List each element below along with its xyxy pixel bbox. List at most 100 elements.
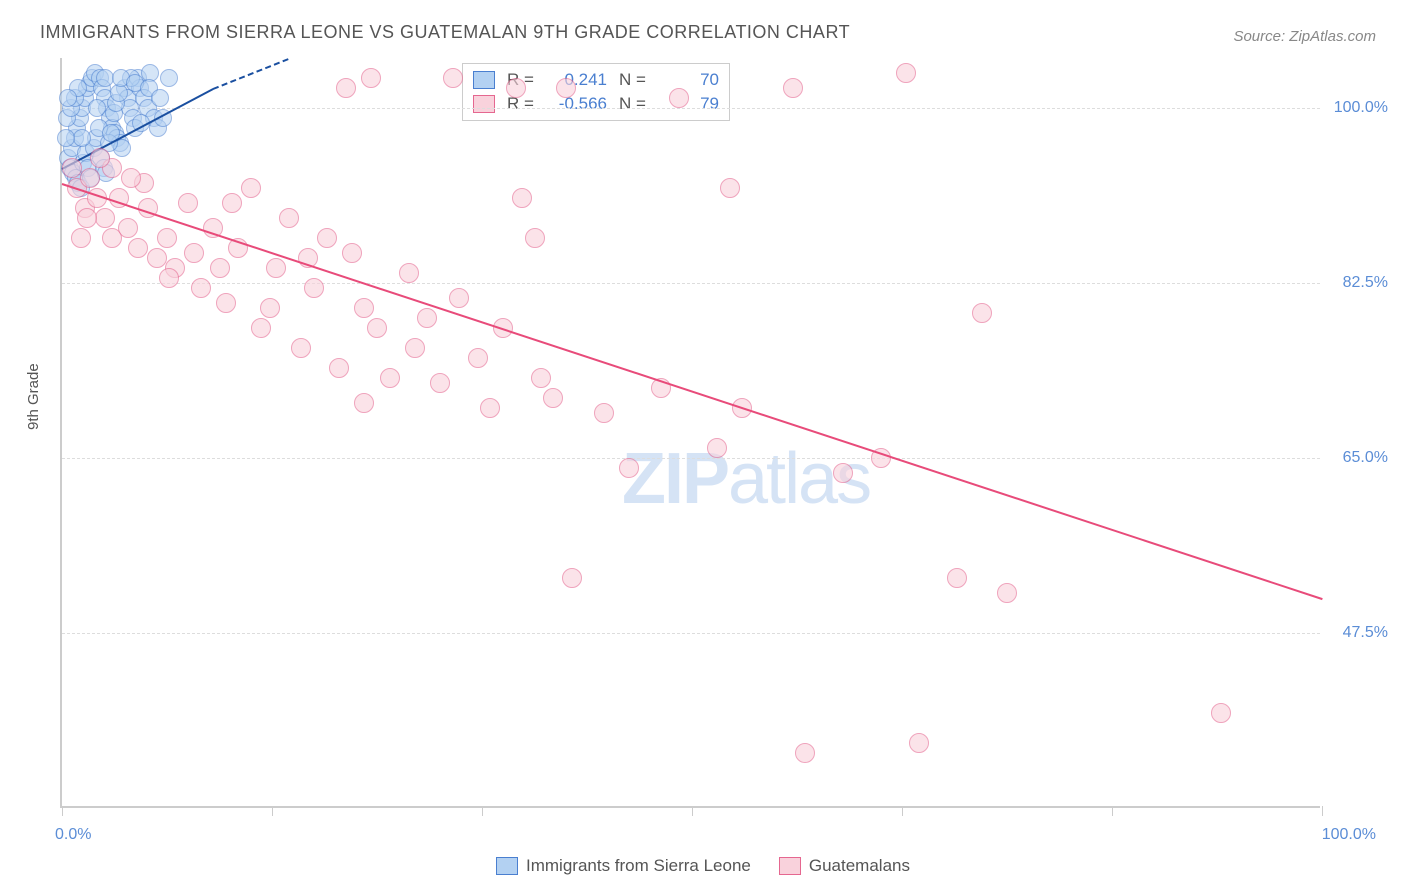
gridline	[62, 458, 1320, 459]
scatter-point	[210, 258, 230, 278]
scatter-point	[449, 288, 469, 308]
scatter-point	[304, 278, 324, 298]
scatter-point	[160, 69, 178, 87]
scatter-point	[399, 263, 419, 283]
scatter-point	[57, 129, 75, 147]
xtick	[1322, 806, 1323, 816]
scatter-point	[329, 358, 349, 378]
legend-swatch	[473, 71, 495, 89]
scatter-point	[88, 99, 106, 117]
scatter-point	[59, 89, 77, 107]
scatter-point	[669, 88, 689, 108]
legend-n-value: 70	[659, 70, 719, 90]
legend-label: Immigrants from Sierra Leone	[526, 856, 751, 876]
scatter-point	[997, 583, 1017, 603]
legend-item: Guatemalans	[779, 856, 910, 876]
scatter-point	[251, 318, 271, 338]
scatter-point	[506, 78, 526, 98]
scatter-point	[184, 243, 204, 263]
scatter-point	[380, 368, 400, 388]
scatter-point	[556, 78, 576, 98]
scatter-point	[947, 568, 967, 588]
scatter-point	[121, 168, 141, 188]
trend-line	[62, 183, 1323, 600]
scatter-point	[317, 228, 337, 248]
xtick-label-left: 0.0%	[55, 826, 91, 844]
legend-swatch	[473, 95, 495, 113]
scatter-point	[291, 338, 311, 358]
scatter-point	[128, 238, 148, 258]
scatter-point	[417, 308, 437, 328]
scatter-point	[430, 373, 450, 393]
legend-bottom: Immigrants from Sierra Leone Guatemalans	[0, 856, 1406, 880]
legend-r-value: -0.566	[547, 94, 607, 114]
ytick-label: 82.5%	[1343, 274, 1388, 292]
scatter-point	[512, 188, 532, 208]
gridline	[62, 283, 1320, 284]
scatter-point	[80, 168, 100, 188]
legend-swatch	[779, 857, 801, 875]
scatter-point	[795, 743, 815, 763]
scatter-point	[525, 228, 545, 248]
source-label: Source: ZipAtlas.com	[1233, 28, 1376, 45]
scatter-point	[260, 298, 280, 318]
scatter-point	[896, 63, 916, 83]
watermark: ZIPatlas	[622, 438, 870, 520]
legend-n-label: N =	[619, 94, 647, 114]
scatter-point	[73, 129, 91, 147]
ytick-label: 65.0%	[1343, 449, 1388, 467]
xtick	[482, 806, 483, 816]
scatter-point	[361, 68, 381, 88]
scatter-point	[90, 148, 110, 168]
scatter-point	[783, 78, 803, 98]
scatter-point	[1211, 703, 1231, 723]
scatter-point	[266, 258, 286, 278]
scatter-point	[972, 303, 992, 323]
trend-line-dashed	[213, 58, 289, 90]
scatter-point	[222, 193, 242, 213]
legend-n-label: N =	[619, 70, 647, 90]
xtick	[272, 806, 273, 816]
scatter-point	[833, 463, 853, 483]
scatter-point	[159, 268, 179, 288]
legend-swatch	[496, 857, 518, 875]
scatter-point	[147, 248, 167, 268]
scatter-point	[279, 208, 299, 228]
y-axis-label: 9th Grade	[25, 363, 42, 430]
xtick	[692, 806, 693, 816]
chart-title: IMMIGRANTS FROM SIERRA LEONE VS GUATEMAL…	[40, 22, 850, 43]
scatter-point	[543, 388, 563, 408]
plot-area: ZIPatlas R =0.241N =70R =-0.566N =79	[60, 58, 1320, 808]
scatter-point	[562, 568, 582, 588]
scatter-point	[707, 438, 727, 458]
scatter-point	[619, 458, 639, 478]
gridline	[62, 108, 1320, 109]
scatter-point	[468, 348, 488, 368]
ytick-label: 47.5%	[1343, 624, 1388, 642]
scatter-point	[480, 398, 500, 418]
scatter-point	[191, 278, 211, 298]
scatter-point	[216, 293, 236, 313]
xtick	[1112, 806, 1113, 816]
xtick-label-right: 100.0%	[1322, 826, 1376, 844]
scatter-point	[354, 393, 374, 413]
scatter-point	[720, 178, 740, 198]
gridline	[62, 633, 1320, 634]
scatter-point	[405, 338, 425, 358]
scatter-point	[95, 208, 115, 228]
scatter-point	[531, 368, 551, 388]
scatter-point	[241, 178, 261, 198]
scatter-point	[367, 318, 387, 338]
scatter-point	[342, 243, 362, 263]
ytick-label: 100.0%	[1334, 99, 1388, 117]
scatter-point	[178, 193, 198, 213]
scatter-point	[118, 218, 138, 238]
scatter-point	[336, 78, 356, 98]
scatter-point	[71, 228, 91, 248]
legend-label: Guatemalans	[809, 856, 910, 876]
xtick	[62, 806, 63, 816]
scatter-point	[443, 68, 463, 88]
scatter-point	[354, 298, 374, 318]
xtick	[902, 806, 903, 816]
scatter-point	[151, 89, 169, 107]
